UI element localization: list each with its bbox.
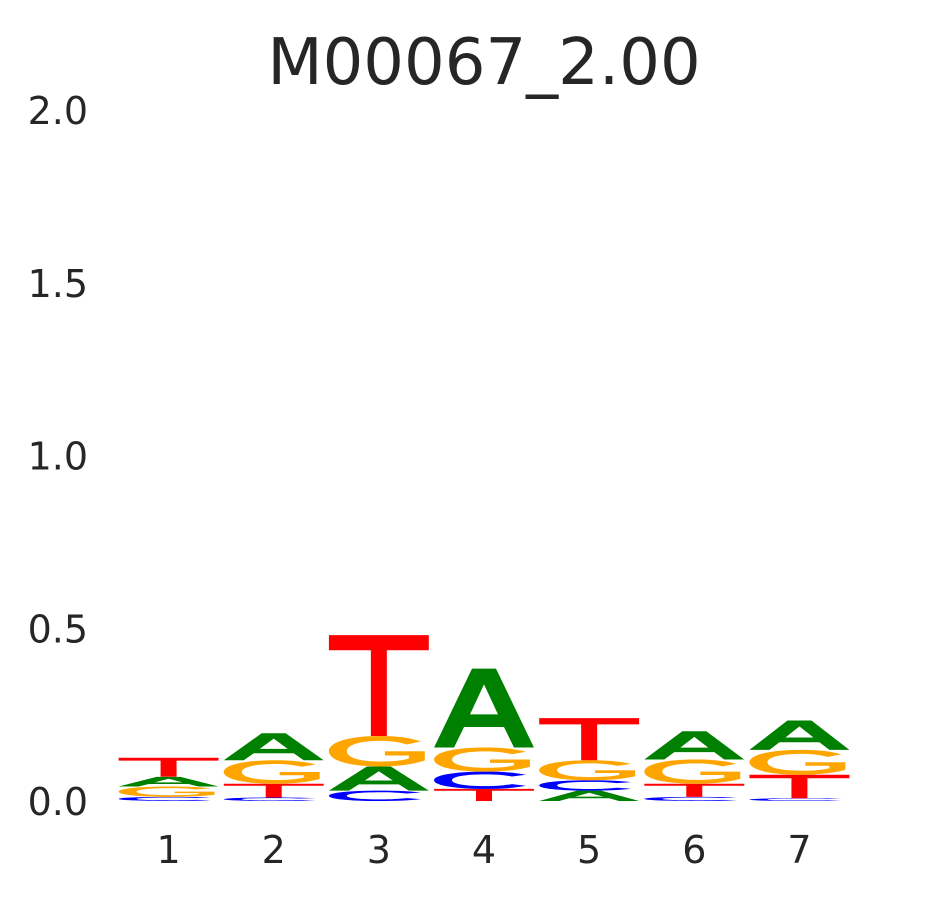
logo-letter-A	[223, 733, 324, 761]
x-tick-label: 5	[577, 828, 601, 872]
logo-letter-C	[644, 796, 737, 801]
logo-letter-T	[539, 718, 640, 761]
y-axis: 0.0 0.5 1.0 1.5 2.0	[28, 89, 88, 824]
logo-letter-A	[328, 766, 429, 791]
logo-letter-T	[118, 757, 219, 777]
logo-letter-C	[749, 798, 842, 801]
logo-letter-A	[539, 790, 640, 801]
x-axis: 1 2 3 4 5 6 7	[156, 828, 811, 872]
y-tick-label: 1.5	[28, 262, 88, 306]
y-tick-label: 0.5	[28, 607, 88, 651]
logo-letter-G	[644, 759, 741, 784]
logo-letter-C	[539, 780, 632, 791]
x-tick-label: 7	[787, 828, 811, 872]
logo-letter-A	[434, 668, 534, 748]
logo-letter-G	[223, 760, 320, 784]
logo-letter-C	[223, 797, 316, 801]
logo-letter-T	[328, 635, 429, 737]
x-tick-label: 3	[367, 828, 391, 872]
logo-letter-C	[434, 771, 526, 789]
x-tick-label: 1	[156, 828, 180, 872]
logo-letter-A	[644, 731, 745, 760]
logo-letter-T	[434, 788, 534, 801]
logo-letter-C	[328, 790, 421, 801]
logo-letter-T	[223, 783, 324, 798]
logo-letter-C	[118, 796, 211, 801]
logo-letter-A	[118, 776, 219, 787]
plot-area	[118, 635, 850, 801]
logo-letter-G	[434, 747, 530, 772]
logo-letter-G	[328, 736, 425, 767]
logo-letter-T	[644, 783, 745, 797]
logo-letter-T	[749, 774, 850, 799]
x-tick-label: 6	[682, 828, 706, 872]
logo-letter-A	[749, 720, 850, 750]
y-tick-label: 0.0	[28, 780, 88, 824]
logo-letter-G	[749, 749, 846, 775]
y-tick-label: 1.0	[28, 435, 88, 479]
x-tick-label: 2	[262, 828, 286, 872]
logo-letter-G	[118, 786, 215, 797]
logo-letter-G	[539, 760, 636, 781]
chart-title: M00067_2.00	[267, 26, 700, 100]
y-tick-label: 2.0	[28, 89, 88, 133]
x-tick-label: 4	[472, 828, 496, 872]
